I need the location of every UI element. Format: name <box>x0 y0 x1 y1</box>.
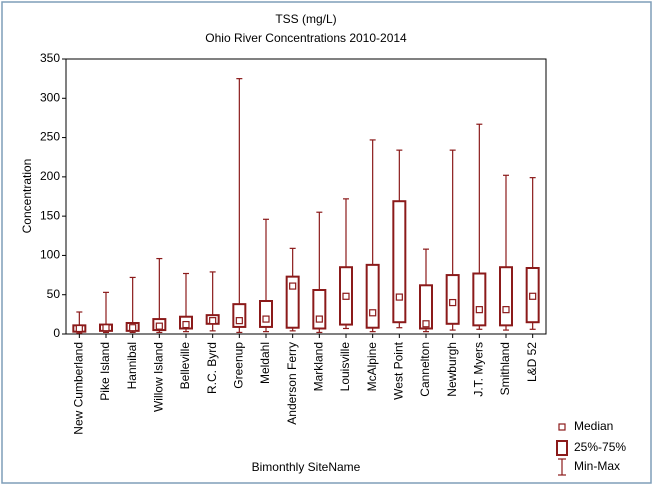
x-tick-label: McAlpine <box>365 342 379 392</box>
y-axis-title: Concentration <box>20 159 34 234</box>
median <box>502 306 510 314</box>
legend-label: 25%-75% <box>574 440 626 454</box>
x-tick-label: Greenup <box>232 342 246 389</box>
plot-area <box>65 58 547 335</box>
box <box>499 266 513 327</box>
x-tick-label: Meldahl <box>258 342 272 384</box>
box <box>365 263 380 329</box>
median <box>209 317 217 325</box>
median <box>449 298 457 307</box>
y-tick-label: 0 <box>53 326 60 340</box>
x-tick-label: Hannibal <box>125 342 139 389</box>
median <box>475 306 483 314</box>
median <box>75 324 83 333</box>
y-tick-label: 100 <box>40 248 60 262</box>
y-tick-label: 150 <box>40 208 60 222</box>
y-tick-label: 350 <box>40 51 60 65</box>
x-tick-label: R.C. Byrd <box>205 342 219 394</box>
x-tick-label: New Cumberland <box>72 342 86 435</box>
y-tick-label: 200 <box>40 169 60 183</box>
median <box>422 320 430 328</box>
legend-label: Min-Max <box>574 459 620 473</box>
median <box>289 282 297 290</box>
chart-title: TSS (mg/L) <box>275 12 336 26</box>
median <box>315 315 323 323</box>
x-tick-label: L&D 52 <box>525 342 539 382</box>
x-tick-label: Newburgh <box>445 342 459 397</box>
x-tick-label: Smithland <box>498 342 512 395</box>
median <box>155 322 163 330</box>
y-tick-label: 300 <box>40 90 60 104</box>
legend-box-icon <box>556 440 568 456</box>
median <box>102 324 110 332</box>
x-tick-label: Markland <box>312 342 326 391</box>
box <box>312 289 327 330</box>
box <box>259 300 273 328</box>
box <box>392 200 407 324</box>
median <box>182 320 190 329</box>
x-tick-label: Pike Island <box>98 342 112 401</box>
box <box>472 272 487 327</box>
median <box>395 293 403 301</box>
x-tick-label: West Point <box>392 341 406 399</box>
y-tick-label: 50 <box>47 287 61 301</box>
median <box>262 315 270 323</box>
legend-median-icon <box>558 423 566 431</box>
median <box>235 317 243 325</box>
median <box>529 292 537 300</box>
x-tick-label: Anderson Ferry <box>285 342 299 425</box>
x-tick-label: Louisville <box>338 342 352 392</box>
x-tick-label: Belleville <box>178 342 192 390</box>
median <box>129 324 137 332</box>
x-tick-label: J.T. Myers <box>472 342 486 397</box>
legend-label: Median <box>574 419 613 433</box>
chart-subtitle: Ohio River Concentrations 2010-2014 <box>205 31 407 45</box>
y-tick-label: 250 <box>40 130 60 144</box>
x-tick-label: Cannelton <box>418 342 432 397</box>
x-tick-label: Willow Island <box>152 342 166 412</box>
median <box>369 309 377 317</box>
box <box>419 284 433 330</box>
median <box>342 292 350 300</box>
x-axis-title: Bimonthly SiteName <box>252 460 361 474</box>
